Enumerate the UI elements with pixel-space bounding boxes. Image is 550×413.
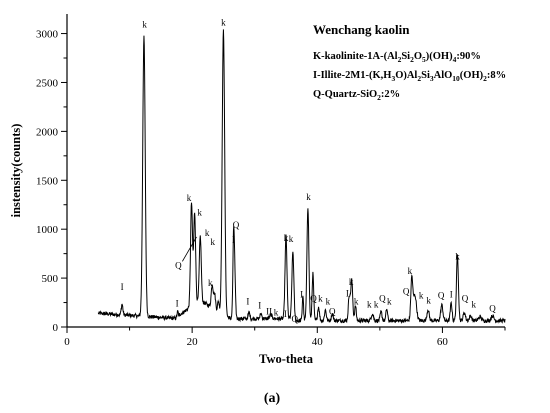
xrd-pattern [97, 29, 506, 324]
peak-label: k [284, 233, 289, 243]
peak-label: k [455, 252, 460, 262]
legend-subscript: 2 [483, 74, 487, 83]
peak-label: Q [403, 287, 410, 297]
peak-label: Q [462, 294, 469, 304]
y-tick-label: 500 [42, 273, 59, 285]
peak-label: k [274, 307, 279, 317]
x-tick-label: 40 [312, 336, 324, 348]
legend-text: :8% [487, 70, 506, 81]
legend-subscript: 2 [410, 55, 414, 64]
legend-text: Si [421, 70, 430, 81]
legend-title: Wenchang kaolin [313, 22, 410, 37]
legend-entry: K-kaolinite-1A-(Al2​Si2​O5​)(OH)4​:90% [313, 51, 481, 64]
peak-label: k [205, 228, 210, 238]
x-tick-label: 60 [437, 336, 449, 348]
legend-subscript: 5 [422, 55, 426, 64]
legend-text: AlO [434, 70, 453, 81]
peak-label: Q [310, 294, 317, 304]
peak-label: k [221, 18, 226, 28]
legend-text: K-kaolinite-1A-(Al [313, 51, 398, 62]
legend-subscript: 3 [430, 74, 434, 83]
y-tick-label: 1500 [36, 175, 59, 187]
peak-label: k [208, 278, 213, 288]
axes: 0 20 40 60 0 500 1000 1500 2000 2500 3000 Two-theta… [9, 14, 506, 366]
peak-label: k [289, 234, 294, 244]
legend-subscript: 10 [452, 74, 460, 83]
legend-text: Si [401, 51, 410, 62]
legend-subscript: 2 [398, 55, 402, 64]
y-tick-label: 3000 [36, 29, 59, 41]
legend-text: Q-Quartz-SiO [313, 89, 377, 100]
legend-subscript: 3 [391, 74, 395, 83]
series-line [97, 29, 506, 324]
y-tick-label: 0 [53, 322, 59, 334]
peak-label: I [450, 290, 453, 300]
x-axis-title: Two-theta [259, 352, 314, 366]
y-tick-label: 2000 [36, 126, 59, 138]
peak-label: k [349, 277, 354, 287]
legend-entry: I-Illite-2M1-(K,H3​O)Al2​Si3​AlO10​(OH)2… [313, 70, 506, 83]
peak-label: I [258, 300, 261, 310]
peak-label: I [232, 235, 235, 245]
peak-label: k [318, 294, 323, 304]
peak-label: Q [438, 291, 445, 301]
peak-label: I [300, 290, 303, 300]
peak-label: Q [292, 314, 299, 324]
legend-text: :90% [456, 51, 481, 62]
legend-text: :2% [381, 89, 400, 100]
legend-entry: Q-Quartz-SiO2​:2% [313, 89, 400, 102]
legend-subscript: 2 [377, 93, 381, 102]
peak-label: k [471, 299, 476, 309]
peak-label: Q [233, 220, 240, 230]
peak-label: k [419, 291, 424, 301]
callout-line [182, 236, 197, 262]
legend: Wenchang kaolin K-kaolinite-1A-(Al2​Si2​O… [313, 22, 506, 102]
peak-label: I [346, 289, 349, 299]
x-tick-label: 0 [64, 336, 70, 348]
peak-label: k [374, 299, 379, 309]
peak-label: k [197, 207, 202, 217]
peak-label: II [266, 306, 272, 316]
peak-label: Q [489, 303, 496, 313]
legend-text: )(OH) [426, 51, 453, 62]
peak-label: I [176, 298, 179, 308]
peak-label: k [387, 297, 392, 307]
y-tick-label: 2500 [36, 77, 59, 89]
legend-subscript: 2 [417, 74, 421, 83]
peak-label: I [284, 309, 287, 319]
peak-label: I [246, 297, 249, 307]
legend-text: (OH) [460, 70, 484, 81]
peak-label: k [142, 20, 147, 30]
y-tick-label: 1000 [36, 224, 59, 236]
peak-label: k [306, 192, 311, 202]
figure-caption: (a) [264, 391, 281, 406]
peak-label: k [426, 296, 431, 306]
legend-text: O [414, 51, 422, 62]
legend-text: O)Al [395, 70, 417, 81]
peak-label: Q [379, 294, 386, 304]
peak-label: Q [329, 306, 336, 316]
legend-subscript: 4 [453, 55, 457, 64]
legend-text: I-Illite-2M1-(K,H [313, 70, 391, 81]
peak-label: k [326, 297, 331, 307]
peak-label: I [121, 282, 124, 292]
peak-label: k [408, 266, 413, 276]
callout-label: Q [175, 260, 182, 270]
peak-label: k [187, 193, 192, 203]
x-tick-label: 20 [187, 336, 199, 348]
peak-label: k [354, 297, 359, 307]
peak-label: k [367, 299, 372, 309]
peak-label: k [211, 237, 216, 247]
y-axis-title: instensity(counts) [9, 124, 23, 218]
